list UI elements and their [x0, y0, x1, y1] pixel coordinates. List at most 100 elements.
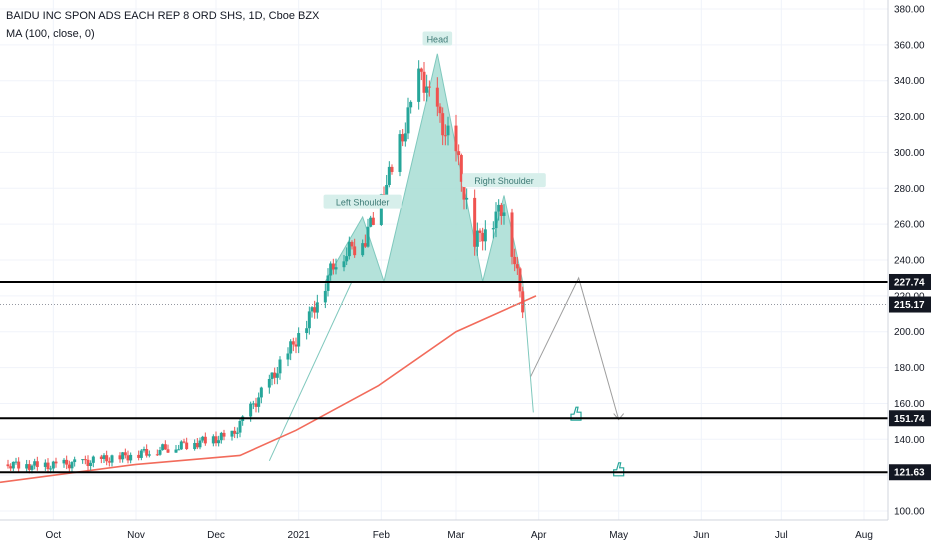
candle-body	[211, 436, 215, 444]
candle-body	[371, 217, 375, 225]
time-axis: Oct Nov Dec 2021 Feb Mar Apr May Jun Jul Aug	[0, 519, 932, 550]
x-tick-label: Nov	[127, 530, 145, 541]
x-tick-label: 2021	[288, 530, 311, 541]
candle-body	[257, 397, 261, 407]
candle-body	[307, 311, 311, 329]
candle-body	[54, 461, 58, 464]
candle-body	[478, 230, 482, 233]
candle-body	[331, 263, 335, 270]
candle-body	[502, 212, 506, 216]
price-badge	[889, 296, 931, 313]
candle-body	[62, 459, 66, 464]
candle-body	[235, 432, 239, 434]
candle-body	[273, 372, 277, 378]
candle-body	[145, 449, 149, 456]
candle-body	[278, 359, 282, 374]
candle-body	[379, 194, 383, 225]
y-tick-label: 340.00	[894, 76, 925, 87]
candle-body	[30, 465, 34, 470]
candle-body	[99, 456, 103, 459]
candle-body	[417, 68, 421, 102]
candle-body	[166, 449, 170, 453]
candle-body	[390, 166, 394, 172]
candle-body	[462, 181, 466, 200]
x-tick-label: Jul	[775, 530, 788, 541]
candle-body	[203, 436, 207, 444]
candle-body	[494, 211, 498, 229]
candle-body	[406, 107, 410, 134]
candle-body	[214, 436, 218, 444]
candle-body	[294, 344, 298, 347]
candle-body	[123, 452, 127, 456]
pattern-label: Right Shoulder	[474, 176, 534, 186]
pattern-label-bg	[323, 194, 402, 209]
candle-body	[419, 68, 423, 72]
x-tick-label: Mar	[447, 530, 465, 541]
price-badge	[889, 410, 931, 427]
candle-body	[233, 430, 237, 434]
candle-body	[289, 341, 293, 354]
candle-body	[177, 449, 181, 451]
candle-body	[499, 204, 503, 216]
candle-body	[193, 442, 197, 450]
candle-body	[521, 291, 525, 313]
candle-body	[27, 464, 31, 470]
candle-body	[297, 333, 301, 347]
candle-body	[102, 455, 106, 459]
candle-body	[73, 459, 77, 463]
candle-body	[334, 267, 338, 270]
x-tick-label: Aug	[855, 530, 873, 541]
candle-body	[9, 466, 13, 469]
candle-body	[291, 341, 295, 345]
candle-body	[369, 217, 373, 227]
candle-body	[475, 230, 479, 247]
candle-body	[366, 226, 370, 247]
x-tick-label: Dec	[207, 530, 225, 541]
candle-body	[230, 430, 234, 437]
candle-body	[249, 403, 253, 417]
candle-body	[49, 468, 53, 470]
candle-body	[155, 454, 159, 456]
candle-body	[217, 440, 221, 444]
candle-body	[345, 256, 349, 262]
candle-body	[427, 86, 431, 88]
candle-body	[518, 268, 522, 292]
candle-body	[17, 461, 21, 469]
candle-body	[126, 455, 130, 461]
y-tick-label: 260.00	[894, 220, 925, 231]
ma-line	[0, 295, 537, 484]
candle-body	[163, 444, 167, 450]
candle-body	[118, 455, 122, 460]
candle-body	[65, 459, 69, 465]
breakdown-line	[522, 281, 534, 413]
y-tick-label: 180.00	[894, 363, 925, 374]
candle-body	[350, 241, 354, 247]
candle-body	[313, 307, 317, 313]
candle-body	[222, 432, 226, 437]
candle-body	[91, 456, 95, 463]
candle-body	[89, 462, 93, 466]
candle-body	[315, 302, 319, 313]
candle-body	[387, 166, 391, 186]
candle-body	[25, 464, 29, 469]
pattern-label: Head	[427, 34, 449, 44]
candle-body	[473, 197, 477, 247]
candle-body	[491, 228, 495, 230]
candle-body	[121, 452, 125, 460]
candle-body	[251, 403, 255, 405]
candle-body	[86, 459, 90, 466]
candle-body	[198, 440, 202, 448]
candle-body	[510, 212, 514, 257]
candle-body	[270, 372, 274, 379]
candle-body	[385, 185, 389, 201]
candle-body	[342, 261, 346, 268]
uptrend-line	[268, 281, 353, 462]
candle-body	[353, 246, 357, 256]
price-badge	[889, 273, 931, 290]
price-badge	[889, 464, 931, 481]
candle-body	[363, 243, 367, 247]
x-tick-label: Feb	[373, 530, 391, 541]
candle-body	[33, 461, 37, 466]
